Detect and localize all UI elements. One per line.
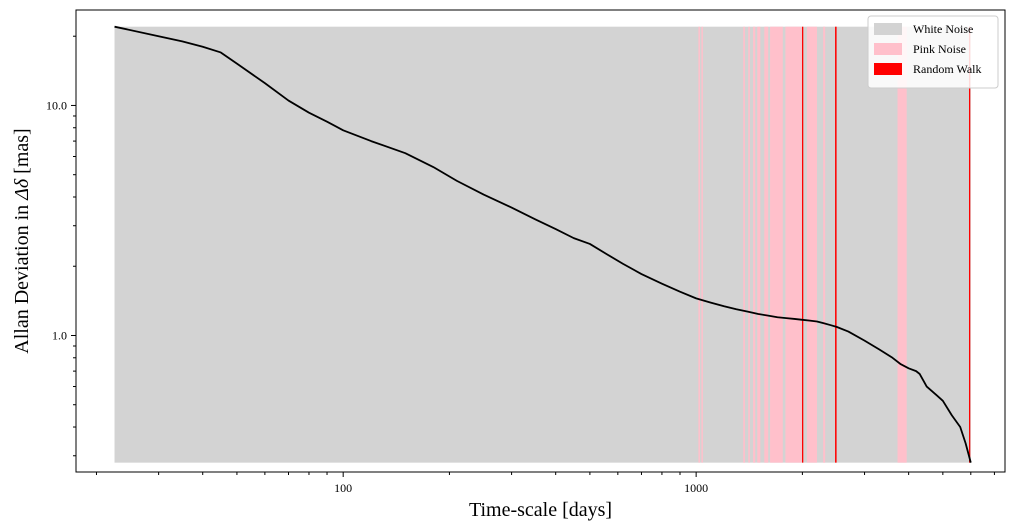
pink-noise-legend-swatch	[874, 43, 902, 55]
y-tick-label: 1.0	[52, 328, 67, 342]
pink-noise-band	[698, 26, 700, 463]
y-axis-label-symbol: Δδ	[11, 178, 33, 201]
random-walk-band	[802, 26, 804, 463]
pink-noise-band	[806, 26, 817, 463]
pink-noise-band	[785, 26, 802, 463]
pink-noise-band	[748, 26, 750, 463]
y-axis-label-prefix: Allan Deviation in	[11, 200, 33, 354]
y-axis-label: Allan Deviation in Δδ [mas]	[11, 128, 33, 353]
random-walk-band	[968, 26, 971, 463]
x-tick-label: 1000	[684, 481, 708, 495]
pink-noise-band	[753, 26, 756, 463]
x-tick-label: 100	[334, 481, 352, 495]
x-axis-ticks: 100 1000	[95, 472, 995, 495]
white-noise-band	[114, 26, 971, 463]
pink-noise-band	[823, 26, 826, 463]
x-axis-label: Time-scale [days]	[469, 499, 612, 521]
pink-noise-band	[757, 26, 761, 463]
allan-deviation-line	[114, 25, 972, 463]
pink-noise-band	[897, 26, 907, 463]
pink-noise-band	[743, 26, 745, 463]
y-axis-ticks: 1.0 10.0	[46, 35, 76, 457]
noise-bands	[114, 26, 971, 463]
legend-label: Pink Noise	[913, 42, 966, 56]
legend-label: White Noise	[913, 22, 973, 36]
legend: White Noise Pink Noise Random Walk	[867, 15, 999, 89]
pink-noise-band	[701, 26, 703, 463]
legend-label: Random Walk	[913, 62, 981, 76]
random-walk-legend-swatch	[874, 63, 902, 75]
y-tick-label: 10.0	[46, 98, 67, 112]
random-walk-band	[835, 26, 837, 463]
white-noise-legend-swatch	[874, 23, 902, 35]
pink-noise-band	[764, 26, 769, 463]
pink-noise-band	[770, 26, 783, 463]
plot-frame	[75, 9, 1006, 473]
y-axis-label-suffix: [mas]	[11, 128, 33, 179]
series-layer	[114, 25, 972, 463]
